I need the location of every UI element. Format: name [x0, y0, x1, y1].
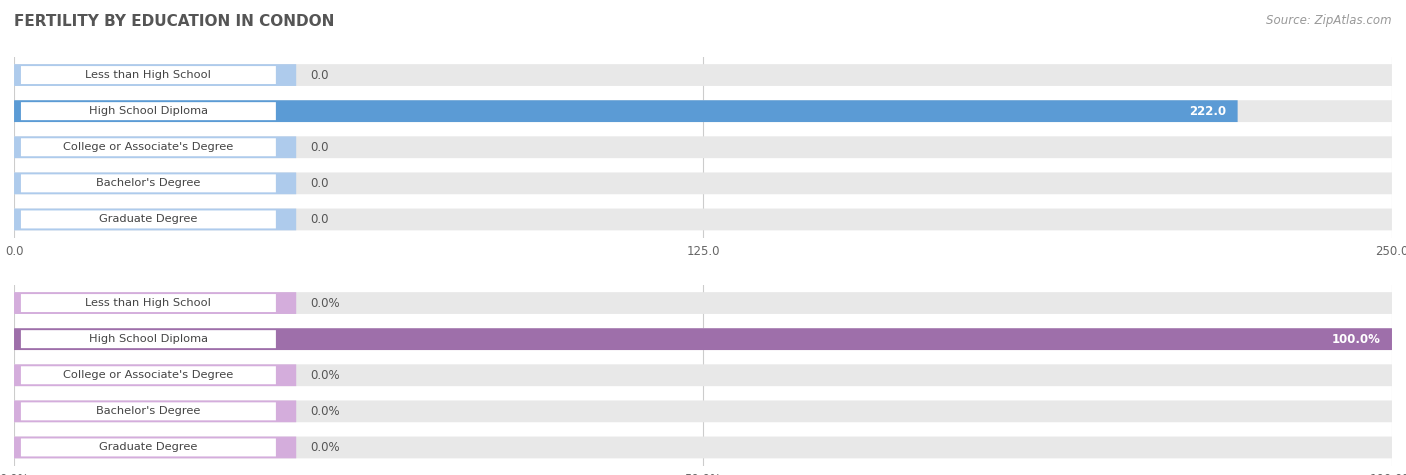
FancyBboxPatch shape: [14, 400, 1392, 422]
Text: 0.0: 0.0: [309, 177, 329, 190]
Text: 0.0%: 0.0%: [309, 296, 340, 310]
FancyBboxPatch shape: [21, 366, 276, 384]
FancyBboxPatch shape: [14, 437, 297, 458]
FancyBboxPatch shape: [21, 174, 276, 192]
FancyBboxPatch shape: [14, 136, 1392, 158]
FancyBboxPatch shape: [14, 209, 1392, 230]
FancyBboxPatch shape: [21, 66, 276, 84]
FancyBboxPatch shape: [14, 364, 297, 386]
FancyBboxPatch shape: [21, 438, 276, 456]
FancyBboxPatch shape: [14, 64, 297, 86]
Text: Graduate Degree: Graduate Degree: [100, 442, 198, 453]
FancyBboxPatch shape: [21, 102, 276, 120]
Text: FERTILITY BY EDUCATION IN CONDON: FERTILITY BY EDUCATION IN CONDON: [14, 14, 335, 29]
Text: 222.0: 222.0: [1189, 104, 1226, 118]
FancyBboxPatch shape: [14, 172, 297, 194]
FancyBboxPatch shape: [21, 138, 276, 156]
FancyBboxPatch shape: [14, 64, 1392, 86]
Text: High School Diploma: High School Diploma: [89, 334, 208, 344]
FancyBboxPatch shape: [14, 328, 1392, 350]
FancyBboxPatch shape: [14, 328, 1392, 350]
FancyBboxPatch shape: [21, 210, 276, 228]
Text: Less than High School: Less than High School: [86, 298, 211, 308]
Text: College or Associate's Degree: College or Associate's Degree: [63, 370, 233, 380]
FancyBboxPatch shape: [14, 100, 1392, 122]
Text: 0.0: 0.0: [309, 141, 329, 154]
Text: 0.0%: 0.0%: [309, 441, 340, 454]
FancyBboxPatch shape: [14, 292, 1392, 314]
Text: Less than High School: Less than High School: [86, 70, 211, 80]
FancyBboxPatch shape: [14, 292, 297, 314]
Text: 0.0%: 0.0%: [309, 369, 340, 382]
Text: College or Associate's Degree: College or Associate's Degree: [63, 142, 233, 152]
FancyBboxPatch shape: [21, 330, 276, 348]
Text: Bachelor's Degree: Bachelor's Degree: [96, 178, 201, 189]
Text: Source: ZipAtlas.com: Source: ZipAtlas.com: [1267, 14, 1392, 27]
Text: High School Diploma: High School Diploma: [89, 106, 208, 116]
Text: 0.0: 0.0: [309, 68, 329, 82]
FancyBboxPatch shape: [14, 136, 297, 158]
FancyBboxPatch shape: [21, 402, 276, 420]
Text: 0.0: 0.0: [309, 213, 329, 226]
Text: 0.0%: 0.0%: [309, 405, 340, 418]
FancyBboxPatch shape: [14, 400, 297, 422]
FancyBboxPatch shape: [14, 172, 1392, 194]
Text: Graduate Degree: Graduate Degree: [100, 214, 198, 225]
Text: Bachelor's Degree: Bachelor's Degree: [96, 406, 201, 417]
FancyBboxPatch shape: [21, 294, 276, 312]
Text: 100.0%: 100.0%: [1331, 332, 1381, 346]
FancyBboxPatch shape: [14, 437, 1392, 458]
FancyBboxPatch shape: [14, 100, 1237, 122]
FancyBboxPatch shape: [14, 209, 297, 230]
FancyBboxPatch shape: [14, 364, 1392, 386]
